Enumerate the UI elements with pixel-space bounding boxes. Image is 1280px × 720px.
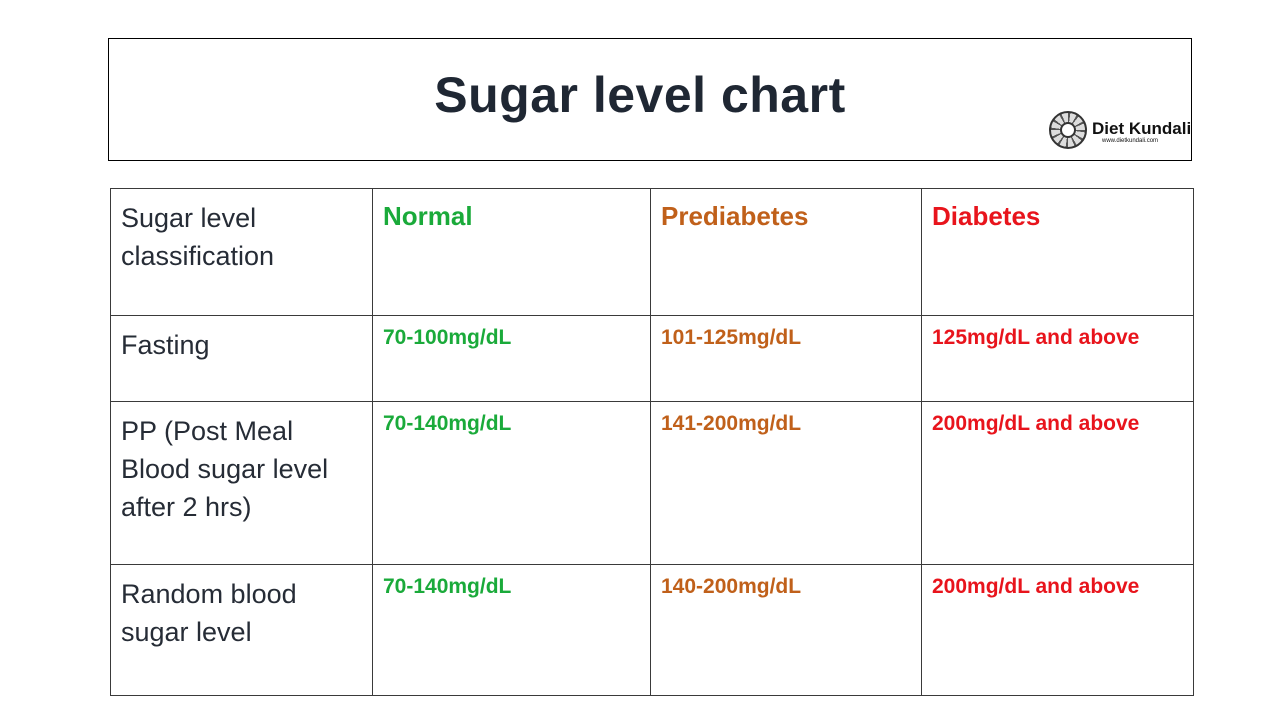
normal-value: 70-100mg/dL [372, 315, 651, 402]
diabetes-value: 200mg/dL and above [921, 564, 1194, 696]
header-normal: Normal [372, 188, 651, 316]
prediabetes-value: 140-200mg/dL [650, 564, 922, 696]
table-header-row: Sugar level classification Normal Predia… [110, 188, 1194, 316]
logo-url: www.dietkundali.com [1102, 138, 1159, 144]
logo-name: Diet Kundali [1092, 119, 1192, 138]
header-prediabetes: Prediabetes [650, 188, 922, 316]
table-row: PP (Post Meal Blood sugar level after 2 … [110, 401, 1194, 565]
diabetes-value: 200mg/dL and above [921, 401, 1194, 565]
table-row: Random blood sugar level 70-140mg/dL 140… [110, 564, 1194, 696]
normal-value: 70-140mg/dL [372, 564, 651, 696]
row-label: Fasting [110, 315, 373, 402]
table-row: Fasting 70-100mg/dL 101-125mg/dL 125mg/d… [110, 315, 1194, 402]
header-classification: Sugar level classification [110, 188, 373, 316]
prediabetes-value: 101-125mg/dL [650, 315, 922, 402]
title-box [108, 38, 1192, 161]
diet-kundali-logo: Diet Kundali www.dietkundali.com [1049, 111, 1191, 153]
prediabetes-value: 141-200mg/dL [650, 401, 922, 565]
wheel-logo-icon [1049, 111, 1087, 149]
diabetes-value: 125mg/dL and above [921, 315, 1194, 402]
sugar-level-table: Sugar level classification Normal Predia… [110, 188, 1194, 696]
header-diabetes: Diabetes [921, 188, 1194, 316]
row-label: Random blood sugar level [110, 564, 373, 696]
row-label: PP (Post Meal Blood sugar level after 2 … [110, 401, 373, 565]
page-title: Sugar level chart [434, 67, 846, 123]
normal-value: 70-140mg/dL [372, 401, 651, 565]
